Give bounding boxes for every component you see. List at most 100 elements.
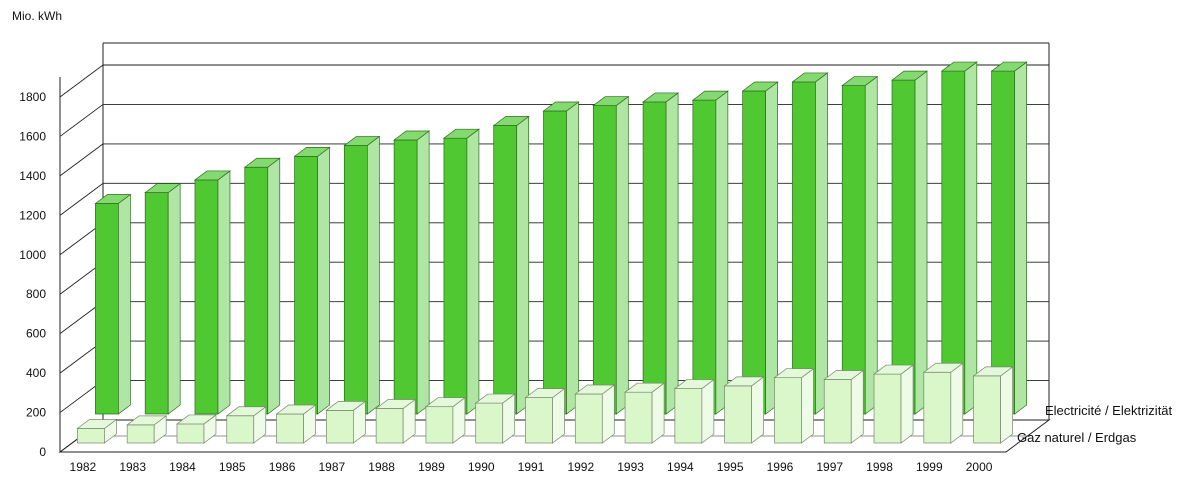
gas-bar-1991-side [552,387,565,444]
electricity-bar-1994-front [692,99,717,415]
gas-bar-1995-front [724,385,753,444]
electricity-bar-1997 [841,75,879,415]
electricity-bar-2000-side [1014,61,1027,415]
electricity-bar-1993-front [642,101,667,415]
y-tick-label: 0 [39,445,46,459]
electricity-bar-1987-top [343,136,381,146]
gas-bar-1985 [225,406,267,444]
electricity-bar-1998-top [890,70,929,81]
gas-bar-1989-top [424,397,466,408]
electricity-bar-1998-side [914,70,928,415]
x-tick-label: 1995 [717,460,744,474]
gas-bar-1989 [424,397,466,444]
electricity-bar-1989-side [466,128,480,415]
gas-bar-1990-top [474,393,516,404]
gas-bar-1982-front [77,428,105,444]
gas-bar-1992-top [574,384,616,395]
gas-bar-1992-side [601,384,615,444]
gas-bar-1996-top [773,368,815,379]
gas-bars [76,362,1014,444]
electricity-bar-1990-front [493,125,518,415]
electricity-bar-1986-top [293,146,331,157]
gas-bar-1993-top [624,382,666,393]
electricity-bar-1997-side [864,75,878,415]
gas-bar-1988-front [375,408,404,444]
x-tick-label: 1986 [269,460,296,474]
gas-bar-1997-top [823,370,865,380]
electricity-bar-1995-side [765,81,779,415]
electricity-bar-2000-front [991,70,1015,415]
x-tick-label: 1997 [816,460,843,474]
gas-bar-1994-side [701,378,715,444]
grid-diagonal [59,104,104,137]
x-tick-label: 1983 [119,460,146,474]
electricity-bar-1996-front [792,81,816,415]
gas-bar-1993 [624,382,666,444]
x-tick-label: 1990 [468,460,495,474]
x-tick-label: 1988 [368,460,395,474]
gas-bar-1995-top [723,376,765,387]
axis: 0 200 400 600 800 1000 1200 1400 1600 1800 1982 198… [19,77,1006,474]
gas-bar-2000-top [972,366,1014,377]
gas-bar-1995-side [751,376,765,444]
x-tick-label: 1992 [567,460,594,474]
electricity-bar-1988-side [416,130,430,415]
gas-bar-1993-front [624,391,653,444]
electricity-bar-1986 [293,146,331,415]
electricity-bar-1985 [243,157,281,415]
gas-bar-1994-top [673,379,715,389]
electricity-bar-1997-top [841,76,879,86]
x-tick-label: 1984 [169,460,196,474]
electricity-bar-1982-side [118,193,131,415]
electricity-bar-1991-front [543,110,567,415]
legend-gas: Gaz naturel / Erdgas [1017,430,1137,445]
electricity-bar-1984 [193,170,232,415]
electricity-bar-1992-side [615,95,629,415]
electricity-bar-1991 [542,101,580,415]
gas-bar-2000-side [1000,366,1013,444]
gas-bar-1984-top [175,414,218,425]
electricity-bar-1987-side [366,135,380,415]
electricity-bar-1993-top [642,92,680,103]
x-tick-label: 1985 [219,460,246,474]
gas-bar-1987-top [325,400,367,411]
y-axis-unit-label: Mio. kWh [12,9,62,23]
electricity-bar-1993 [642,92,680,415]
electricity-bar-1987-front [343,145,368,415]
electricity-bar-1990-top [492,116,530,126]
gas-bar-1987-front [325,409,354,444]
electricity-bar-1984-top [193,170,232,181]
gas-bar-2000-front [973,375,1001,444]
gas-bar-1999-side [950,362,964,444]
electricity-bar-1998 [890,70,929,415]
electricity-bar-2000-top [990,61,1028,72]
y-tick-label: 1400 [19,169,46,183]
gas-bar-1989-front [425,406,454,444]
x-tick-label: 1998 [866,460,893,474]
electricity-bar-1992 [592,95,630,415]
y-tick-label: 1000 [19,248,46,262]
electricity-bar-1996 [791,72,829,415]
gas-bar-1983-top [126,415,168,426]
grid-diagonal [59,143,104,177]
electricity-bar-1986-side [317,146,330,415]
x-tick-label: 1993 [617,460,644,474]
electricity-bar-1997-front [841,85,866,415]
y-tick-label: 600 [26,327,46,341]
gas-bar-1998-top [872,364,915,375]
x-tick-label: 1999 [916,460,943,474]
gas-bar-1986-top [275,404,317,415]
gas-bar-1994-front [674,388,703,444]
electricity-bar-1989-front [443,137,468,415]
gas-bar-1999 [922,362,964,444]
x-tick-label: 1982 [70,460,97,474]
y-tick-label: 200 [26,406,46,420]
y-tick-label: 1200 [19,208,46,222]
grid-diagonal [59,64,104,98]
electricity-bar-1985-side [267,157,281,415]
gas-bar-1990-front [475,402,504,444]
x-tick-label: 1987 [318,460,345,474]
gas-bar-1998-front [873,373,902,444]
electricity-bar-1999-front [941,70,966,415]
gas-bar-1984 [175,414,218,444]
